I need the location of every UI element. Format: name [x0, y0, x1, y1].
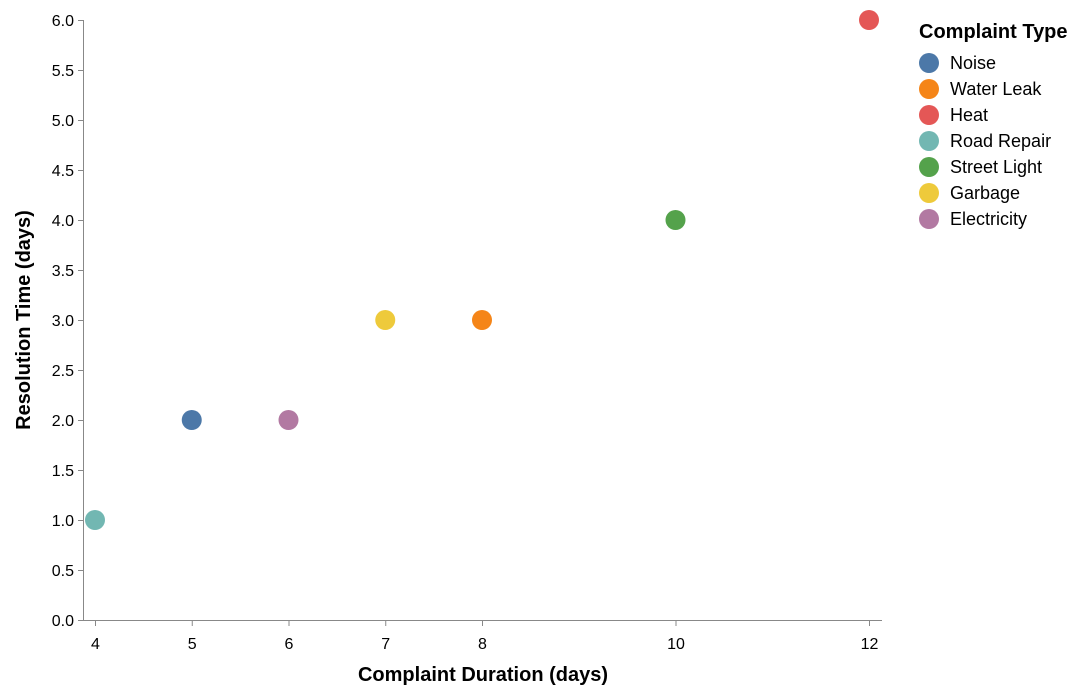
legend-label-heat: Heat — [950, 105, 988, 125]
legend-swatch-water-leak — [919, 79, 939, 99]
point-garbage[interactable] — [375, 310, 396, 330]
legend-label-electricity: Electricity — [950, 209, 1027, 229]
legend-swatch-electricity — [919, 209, 939, 229]
y-tick-label: 5.0 — [52, 113, 74, 130]
point-electricity[interactable] — [278, 410, 299, 430]
legend-label-water-leak: Water Leak — [950, 79, 1042, 99]
legend: Complaint Type Noise Water Leak Heat Road R… — [919, 21, 1068, 229]
y-tick-label: 4.5 — [52, 163, 74, 180]
y-tick-label: 0.0 — [52, 613, 74, 630]
y-tick-label: 6.0 — [52, 13, 74, 30]
y-tick-label: 0.5 — [52, 563, 74, 580]
legend-swatch-street-light — [919, 157, 939, 177]
y-tick-label: 1.0 — [52, 513, 74, 530]
legend-swatch-heat — [919, 105, 939, 125]
point-street-light[interactable] — [665, 210, 686, 230]
y-tick-label: 2.5 — [52, 363, 74, 380]
legend-swatch-garbage — [919, 183, 939, 203]
y-tick-label: 2.0 — [52, 413, 74, 430]
legend-label-street-light: Street Light — [950, 157, 1042, 177]
y-tick-label: 1.5 — [52, 463, 74, 480]
y-tick-label: 3.0 — [52, 313, 74, 330]
legend-title: Complaint Type — [919, 21, 1068, 43]
x-tick-label: 10 — [667, 636, 685, 653]
legend-swatch-road-repair — [919, 131, 939, 151]
point-noise[interactable] — [181, 410, 202, 430]
x-tick-label: 4 — [91, 636, 100, 653]
x-axis: 4 5 6 7 8 10 12 — [83, 620, 882, 653]
y-tick-label: 4.0 — [52, 213, 74, 230]
y-tick-label: 5.5 — [52, 63, 74, 80]
x-tick-label: 8 — [478, 636, 487, 653]
y-tick-label: 3.5 — [52, 263, 74, 280]
data-points — [85, 10, 879, 530]
legend-label-garbage: Garbage — [950, 183, 1020, 203]
legend-items: Noise Water Leak Heat Road Repair Street Lig… — [919, 53, 1051, 229]
point-water-leak[interactable] — [472, 310, 492, 330]
legend-label-road-repair: Road Repair — [950, 131, 1051, 151]
y-axis-title: Resolution Time (days) — [13, 210, 35, 430]
y-axis: 0.0 0.5 1.0 1.5 2.0 2.5 3.0 3.5 4.0 4.5 5.0 5.5 6.0 — [52, 13, 84, 630]
x-tick-label: 6 — [285, 636, 294, 653]
legend-label-noise: Noise — [950, 53, 996, 73]
point-heat[interactable] — [859, 10, 879, 30]
point-road-repair[interactable] — [85, 510, 105, 530]
legend-swatch-noise — [919, 53, 939, 73]
x-tick-label: 12 — [861, 636, 879, 653]
x-tick-label: 7 — [381, 636, 390, 653]
x-tick-label: 5 — [188, 636, 197, 653]
x-axis-title: Complaint Duration (days) — [358, 664, 608, 686]
